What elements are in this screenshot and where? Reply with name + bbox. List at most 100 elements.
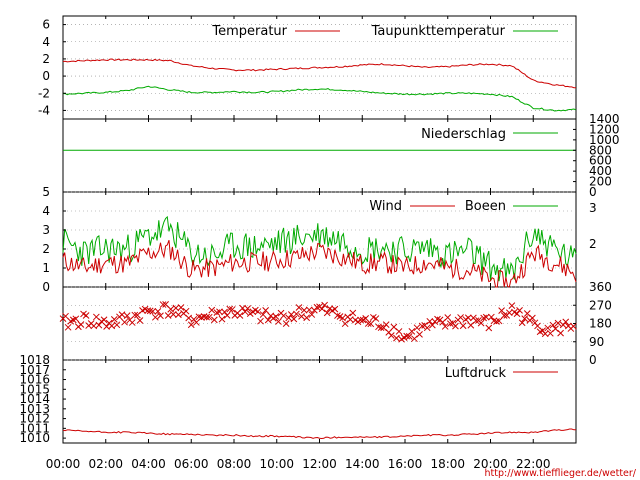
source-url[interactable]: http://www.tiefflieger.de/wetter/ <box>485 468 637 479</box>
direction-marker-stroke <box>446 320 454 328</box>
direction-marker-stroke <box>172 304 180 312</box>
direction-marker <box>159 301 167 308</box>
direction-marker-stroke <box>516 307 523 314</box>
y2-tick-label: 180 <box>589 317 612 331</box>
y-tick-label: 1017 <box>19 363 50 377</box>
x-tick-label: 08:00 <box>217 457 252 471</box>
direction-marker <box>562 318 570 326</box>
direction-marker <box>554 319 562 327</box>
direction-marker-stroke <box>154 307 162 315</box>
direction-marker-stroke <box>341 320 349 328</box>
direction-marker <box>282 320 290 327</box>
direction-marker <box>393 334 400 342</box>
direction-marker-stroke <box>372 315 380 322</box>
direction-marker <box>262 307 269 314</box>
direction-marker <box>108 322 116 330</box>
wind-line <box>62 240 577 288</box>
x-tick-label: 14:00 <box>345 457 380 471</box>
direction-marker-stroke <box>300 306 308 314</box>
direction-marker <box>136 317 144 324</box>
direction-marker <box>452 322 459 330</box>
direction-marker <box>377 324 385 332</box>
direction-marker <box>257 317 264 325</box>
direction-marker-stroke <box>82 312 90 319</box>
x-tick-label: 20:00 <box>473 457 508 471</box>
direction-marker-stroke <box>239 304 246 312</box>
direction-marker-stroke <box>259 311 267 318</box>
direction-marker-stroke <box>226 305 234 313</box>
direction-marker <box>175 311 182 319</box>
direction-marker-stroke <box>141 305 149 313</box>
x-tick-label: 12:00 <box>302 457 337 471</box>
direction-marker <box>185 314 193 322</box>
direction-marker <box>313 303 321 311</box>
direction-marker <box>441 323 449 330</box>
y2-tick-label: 1200 <box>589 122 620 136</box>
direction-marker <box>323 309 331 317</box>
direction-marker <box>259 311 267 318</box>
direction-marker <box>446 320 454 328</box>
y2-tick-label: 270 <box>589 298 612 312</box>
direction-marker <box>285 314 293 322</box>
direction-marker-stroke <box>426 317 434 325</box>
direction-marker-stroke <box>157 312 164 320</box>
direction-marker <box>272 313 280 320</box>
direction-marker-stroke <box>339 314 346 322</box>
direction-marker <box>95 321 103 329</box>
direction-marker <box>228 306 236 313</box>
direction-marker <box>236 312 244 319</box>
direction-marker <box>187 321 195 329</box>
direction-marker-stroke <box>508 302 516 309</box>
direction-marker-stroke <box>557 329 564 337</box>
direction-marker <box>226 305 234 313</box>
direction-marker <box>110 315 118 323</box>
x-tick-label: 02:00 <box>88 457 123 471</box>
y2-tick-label: 0 <box>589 353 597 367</box>
direction-marker <box>210 316 218 324</box>
direction-marker <box>457 314 464 321</box>
direction-marker-stroke <box>321 301 328 309</box>
direction-marker-stroke <box>64 323 72 331</box>
direction-marker-stroke <box>362 315 370 322</box>
y-tick-label: 1012 <box>19 412 50 426</box>
direction-marker <box>488 313 495 321</box>
direction-marker <box>162 301 169 308</box>
direction-marker <box>518 319 526 327</box>
direction-marker-stroke <box>541 330 549 338</box>
direction-marker-stroke <box>287 311 295 318</box>
direction-marker-stroke <box>162 301 169 308</box>
direction-marker-stroke <box>187 321 195 329</box>
direction-marker <box>387 332 395 339</box>
direction-marker <box>131 311 139 319</box>
direction-marker <box>82 312 90 319</box>
direction-marker <box>557 329 564 337</box>
direction-marker-stroke <box>382 321 390 328</box>
direction-marker-stroke <box>488 313 495 321</box>
y-tick-label: 2 <box>42 52 50 66</box>
y-tick-label: 1011 <box>19 421 50 435</box>
direction-marker-stroke <box>205 313 213 321</box>
direction-marker <box>123 312 131 320</box>
direction-marker <box>413 324 421 332</box>
direction-marker-stroke <box>349 309 357 317</box>
direction-marker <box>208 306 216 314</box>
direction-marker <box>372 315 380 322</box>
y2-tick-label: 200 <box>589 175 612 189</box>
direction-marker-stroke <box>313 303 321 311</box>
y-tick-label: 1013 <box>19 402 50 416</box>
direction-marker-stroke <box>151 313 159 321</box>
y2-tick-label: 1000 <box>589 133 620 147</box>
direction-marker-stroke <box>241 308 249 316</box>
direction-marker <box>549 321 557 329</box>
direction-marker <box>364 320 372 327</box>
direction-marker <box>493 318 500 325</box>
y-tick-label: 1014 <box>19 392 50 406</box>
direction-marker-stroke <box>370 313 377 321</box>
direction-marker-stroke <box>72 315 80 323</box>
y2-tick-label: 360 <box>589 280 612 294</box>
direction-marker <box>544 324 552 332</box>
direction-marker-stroke <box>123 312 131 320</box>
direction-marker <box>151 313 159 321</box>
luftdruck-line <box>62 428 576 440</box>
y2-tick-label: 90 <box>589 335 604 349</box>
